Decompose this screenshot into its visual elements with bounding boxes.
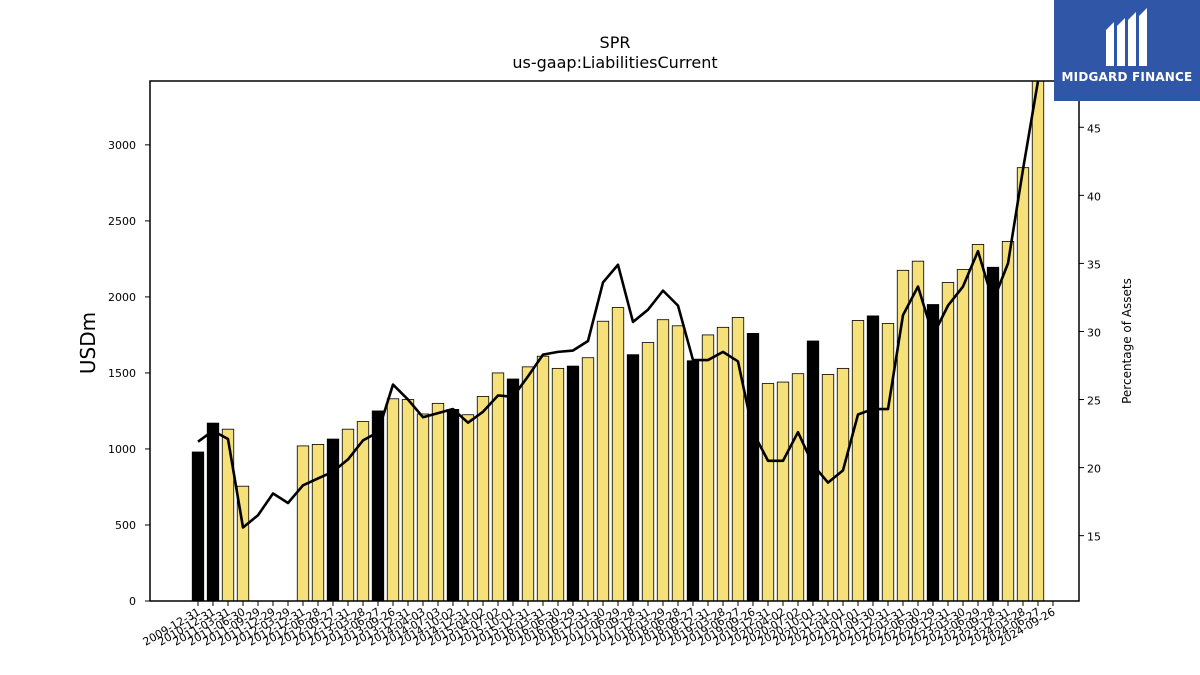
bar-2017-12-31 (641, 342, 655, 601)
bar-2010-06-30 (221, 428, 235, 601)
midgard-logo-icon (1106, 8, 1147, 66)
bar-2016-09-29 (566, 365, 580, 601)
bar-2015-04-02 (476, 396, 490, 601)
bar-2010-03-31 (206, 422, 220, 601)
y2-tick-label: 30 (1087, 326, 1101, 339)
bar-2018-03-29 (656, 319, 670, 601)
bar-2011-12-31 (311, 443, 325, 601)
bar-2022-06-30 (911, 260, 925, 601)
chart-subtitle: us-gaap:LiabilitiesCurrent (512, 53, 717, 72)
y2-tick-label: 20 (1087, 463, 1101, 476)
bar-2016-03-31 (536, 355, 550, 601)
bar-2012-06-28 (326, 438, 340, 601)
bar-2019-09-26 (746, 332, 760, 601)
y2-tick-label: 40 (1087, 190, 1101, 203)
bar-2023-03-30 (956, 269, 970, 601)
bar-2019-03-28 (716, 326, 730, 601)
bar-2018-12-31 (701, 334, 715, 601)
bar-2018-06-28 (671, 325, 685, 601)
bar-2017-06-29 (611, 307, 625, 601)
y-tick-label: 500 (115, 519, 136, 532)
bar-2011-09-29 (296, 445, 310, 601)
y2-tick-label: 15 (1087, 531, 1101, 544)
bar-2021-09-30 (866, 315, 880, 601)
bar-2015-12-31 (521, 366, 535, 601)
bar-2023-09-28 (986, 266, 1000, 601)
bar-2024-06-27 (1031, 81, 1045, 601)
y-axis: 0 500 1000 1500 2000 2500 3000 (108, 139, 150, 608)
bar-2023-06-29 (971, 244, 985, 601)
bar-2016-06-30 (551, 367, 565, 601)
bar-2024-03-28 (1016, 167, 1030, 601)
y2-tick-label: 35 (1087, 258, 1101, 271)
bar-2010-09-30 (236, 485, 250, 601)
y2-axis: 15 20 25 30 35 40 45 (1079, 122, 1101, 544)
y-tick-label: 2000 (108, 291, 136, 304)
bar-2012-12-31 (356, 421, 370, 601)
bar-2021-12-31 (881, 323, 895, 601)
bar-2014-07-03 (431, 402, 445, 601)
y2-tick-label: 45 (1087, 122, 1101, 135)
y2-tick-label: 25 (1087, 395, 1101, 408)
y-tick-label: 3000 (108, 139, 136, 152)
y-tick-label: 1500 (108, 367, 136, 380)
bar-2014-04-03 (416, 413, 430, 601)
percentage-line (197, 81, 1040, 529)
bar-2022-03-31 (896, 269, 910, 601)
bar-2009-12-31 (191, 451, 205, 601)
percentage-line-series (197, 81, 1040, 529)
bar-2021-07-01 (851, 320, 865, 601)
bar-2012-09-27 (341, 428, 355, 601)
bar-2022-09-29 (926, 304, 940, 601)
y-tick-label: 0 (129, 595, 136, 608)
bar-2015-10-01 (506, 378, 520, 601)
bar-2022-12-31 (941, 282, 955, 601)
bar-series (191, 81, 1045, 601)
bar-2016-12-31 (581, 357, 595, 601)
bar-2023-12-31 (1001, 241, 1015, 601)
bar-2020-12-31 (821, 374, 835, 601)
x-axis: 2009-12-312010-12-312011-03-312011-06-30… (141, 601, 1058, 649)
y-tick-label: 2500 (108, 215, 136, 228)
bar-2017-03-30 (596, 320, 610, 601)
bar-2020-07-02 (791, 373, 805, 601)
bar-2014-10-02 (446, 409, 460, 601)
logo: MIDGARD FINANCE (1054, 0, 1200, 101)
bar-2013-12-31 (401, 399, 415, 601)
bar-2013-09-26 (386, 398, 400, 601)
bar-2014-12-31 (461, 414, 475, 601)
y2-axis-label: Percentage of Assets (1120, 278, 1134, 404)
bar-2019-12-31 (761, 383, 775, 601)
bar-2021-04-01 (836, 367, 850, 601)
y-axis-label: USDm (76, 312, 100, 374)
y-tick-label: 1000 (108, 443, 136, 456)
bar-2018-09-27 (686, 360, 700, 601)
bar-2015-07-02 (491, 372, 505, 601)
plot-frame (149, 80, 1080, 602)
bar-2017-09-28 (626, 354, 640, 601)
bar-2013-06-27 (371, 410, 385, 601)
bar-2020-04-02 (776, 381, 790, 601)
bar-2019-06-27 (731, 317, 745, 601)
chart-title: SPR (600, 33, 631, 52)
logo-text: MIDGARD FINANCE (1061, 70, 1193, 84)
